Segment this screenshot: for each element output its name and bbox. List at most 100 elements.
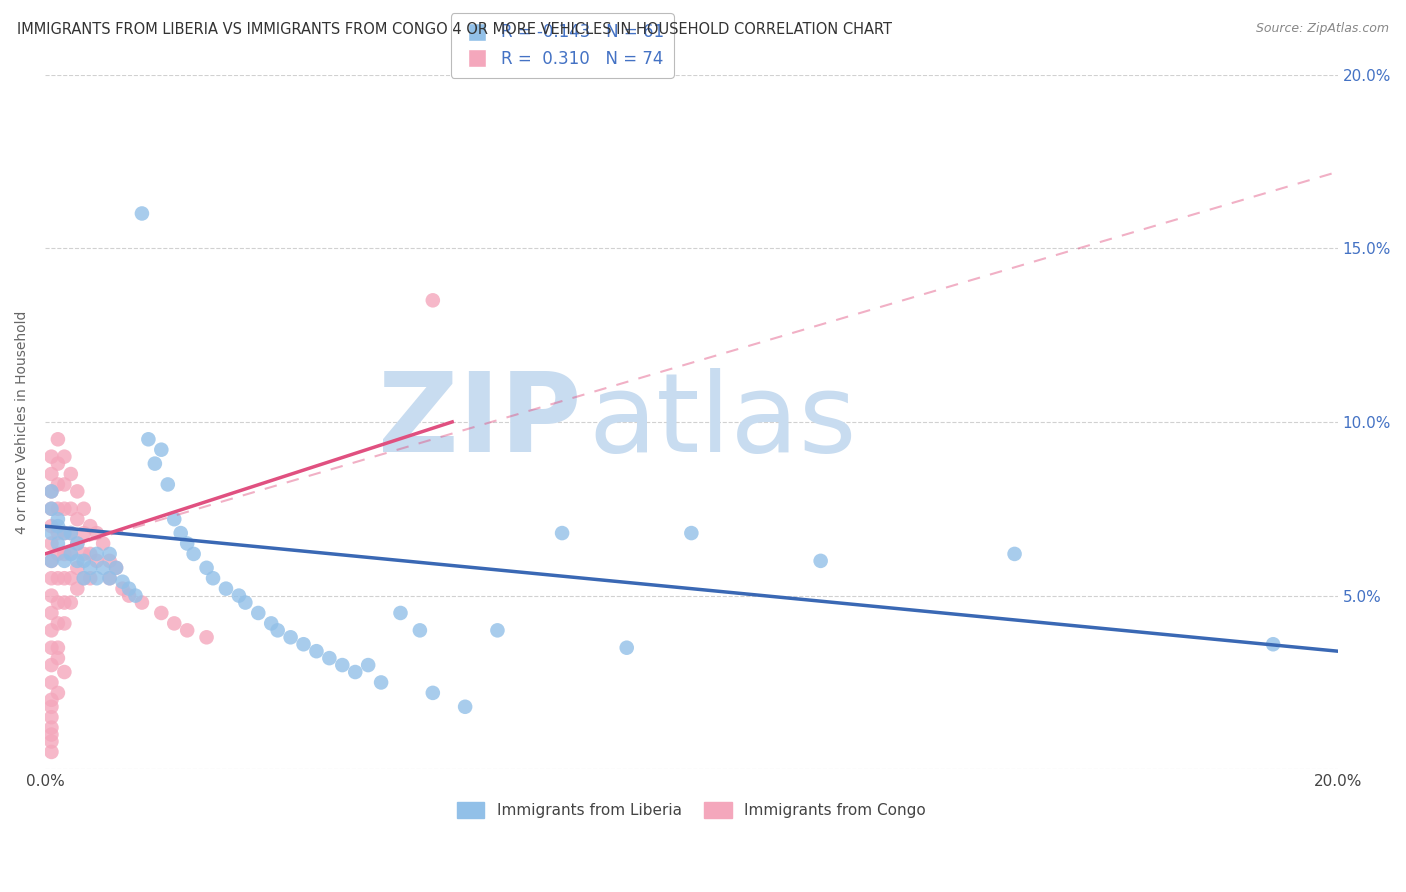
- Point: [46, 640, 69, 655]
- Point: [59, 467, 82, 481]
- Point: [46, 616, 69, 631]
- Point: [86, 571, 108, 585]
- Point: [118, 589, 141, 603]
- Point: [41, 640, 63, 655]
- Point: [486, 624, 509, 638]
- Point: [41, 571, 63, 585]
- Point: [150, 442, 173, 457]
- Point: [98, 571, 121, 585]
- Point: [59, 526, 82, 541]
- Point: [41, 658, 63, 673]
- Point: [143, 457, 166, 471]
- Point: [59, 596, 82, 610]
- Point: [53, 547, 76, 561]
- Point: [66, 582, 89, 596]
- Point: [195, 561, 218, 575]
- Point: [73, 571, 96, 585]
- Point: [66, 561, 89, 575]
- Point: [41, 501, 63, 516]
- Point: [202, 571, 225, 585]
- Point: [41, 526, 63, 541]
- Point: [46, 686, 69, 700]
- Point: [41, 467, 63, 481]
- Point: [73, 526, 96, 541]
- Point: [183, 547, 205, 561]
- Point: [66, 484, 89, 499]
- Text: atlas: atlas: [588, 368, 856, 475]
- Point: [454, 699, 477, 714]
- Point: [41, 734, 63, 748]
- Point: [681, 526, 703, 541]
- Point: [344, 665, 367, 679]
- Point: [195, 630, 218, 644]
- Point: [66, 536, 89, 550]
- Point: [41, 484, 63, 499]
- Point: [41, 710, 63, 724]
- Point: [86, 526, 108, 541]
- Point: [59, 547, 82, 561]
- Point: [616, 640, 638, 655]
- Point: [247, 606, 270, 620]
- Point: [46, 571, 69, 585]
- Point: [59, 526, 82, 541]
- Point: [46, 519, 69, 533]
- Point: [53, 616, 76, 631]
- Point: [86, 547, 108, 561]
- Point: [105, 561, 128, 575]
- Point: [46, 457, 69, 471]
- Point: [176, 536, 198, 550]
- Point: [266, 624, 288, 638]
- Point: [138, 432, 160, 446]
- Point: [41, 536, 63, 550]
- Y-axis label: 4 or more Vehicles in Household: 4 or more Vehicles in Household: [15, 310, 30, 533]
- Point: [98, 554, 121, 568]
- Point: [176, 624, 198, 638]
- Point: [41, 484, 63, 499]
- Point: [46, 547, 69, 561]
- Point: [260, 616, 283, 631]
- Point: [124, 589, 146, 603]
- Point: [59, 501, 82, 516]
- Text: ZIP: ZIP: [378, 368, 582, 475]
- Point: [105, 561, 128, 575]
- Point: [41, 624, 63, 638]
- Point: [86, 554, 108, 568]
- Point: [318, 651, 340, 665]
- Point: [111, 582, 134, 596]
- Point: [73, 547, 96, 561]
- Point: [91, 536, 114, 550]
- Point: [235, 596, 257, 610]
- Point: [53, 450, 76, 464]
- Point: [1004, 547, 1026, 561]
- Point: [59, 547, 82, 561]
- Point: [53, 526, 76, 541]
- Point: [370, 675, 392, 690]
- Point: [66, 536, 89, 550]
- Point: [170, 526, 193, 541]
- Point: [41, 519, 63, 533]
- Point: [41, 554, 63, 568]
- Point: [53, 665, 76, 679]
- Point: [41, 501, 63, 516]
- Point: [163, 512, 186, 526]
- Point: [53, 501, 76, 516]
- Point: [41, 554, 63, 568]
- Point: [409, 624, 432, 638]
- Point: [46, 596, 69, 610]
- Point: [53, 526, 76, 541]
- Text: Source: ZipAtlas.com: Source: ZipAtlas.com: [1256, 22, 1389, 36]
- Point: [305, 644, 328, 658]
- Point: [551, 526, 574, 541]
- Point: [91, 561, 114, 575]
- Point: [228, 589, 250, 603]
- Point: [389, 606, 412, 620]
- Point: [280, 630, 302, 644]
- Point: [98, 571, 121, 585]
- Point: [163, 616, 186, 631]
- Point: [131, 206, 153, 220]
- Point: [46, 651, 69, 665]
- Point: [150, 606, 173, 620]
- Point: [330, 658, 353, 673]
- Point: [73, 571, 96, 585]
- Point: [53, 596, 76, 610]
